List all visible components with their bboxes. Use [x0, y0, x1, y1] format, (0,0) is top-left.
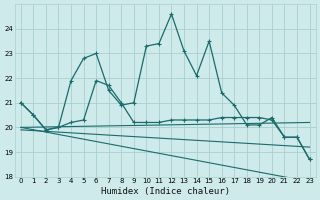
X-axis label: Humidex (Indice chaleur): Humidex (Indice chaleur) — [101, 187, 230, 196]
